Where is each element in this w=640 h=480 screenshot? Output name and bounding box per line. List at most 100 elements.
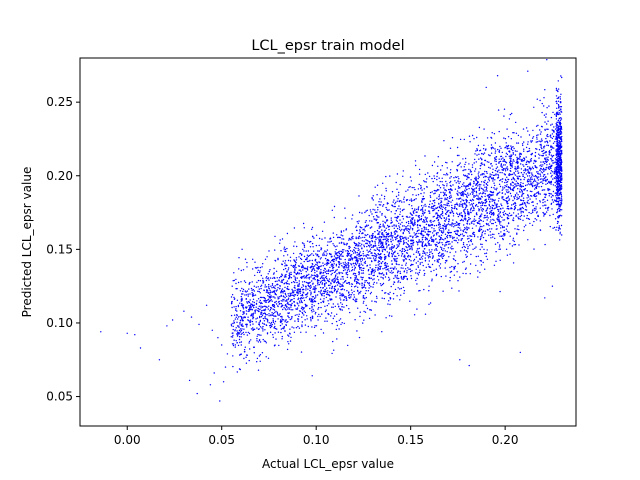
data-point: [412, 239, 414, 242]
data-point: [396, 244, 398, 246]
data-point: [243, 333, 245, 336]
data-point: [491, 209, 493, 212]
data-point: [308, 282, 310, 284]
data-point: [306, 293, 308, 295]
data-point: [279, 303, 281, 305]
data-point: [402, 267, 404, 269]
data-point: [230, 303, 233, 305]
data-point: [367, 270, 370, 272]
data-point: [438, 251, 441, 254]
data-point: [318, 313, 320, 316]
data-point: [297, 325, 299, 328]
data-point: [544, 160, 547, 163]
data-point: [551, 171, 554, 173]
data-point: [473, 223, 475, 225]
data-point: [324, 280, 326, 282]
data-point: [397, 270, 399, 272]
data-point: [437, 209, 440, 212]
data-point: [366, 209, 368, 211]
data-point: [550, 176, 552, 178]
data-point: [233, 306, 235, 308]
data-point: [486, 161, 488, 163]
data-point: [439, 215, 441, 217]
data-point: [543, 145, 546, 147]
data-point: [446, 202, 448, 204]
data-point: [244, 281, 247, 284]
data-point: [449, 236, 451, 238]
data-point: [437, 214, 439, 216]
data-point: [348, 247, 350, 250]
data-point: [388, 253, 390, 255]
data-point: [251, 320, 254, 323]
data-point: [245, 323, 247, 326]
data-point: [246, 326, 248, 328]
data-point: [319, 292, 322, 294]
data-point: [486, 187, 488, 189]
data-point: [484, 214, 486, 217]
data-point: [376, 194, 378, 196]
data-point: [313, 305, 315, 307]
data-point: [441, 197, 443, 200]
data-point: [478, 220, 480, 222]
data-point: [274, 280, 277, 283]
data-point: [554, 141, 556, 143]
data-point: [366, 257, 369, 259]
data-point: [554, 185, 556, 187]
data-point: [277, 257, 279, 260]
data-point: [513, 198, 516, 200]
data-point: [317, 282, 319, 285]
data-point: [247, 293, 249, 295]
data-point: [265, 291, 268, 293]
data-point: [439, 267, 442, 269]
data-point: [552, 111, 554, 114]
data-point: [420, 233, 422, 235]
data-point: [233, 320, 235, 322]
data-point: [435, 248, 437, 250]
data-point: [486, 249, 488, 251]
data-point: [429, 196, 432, 198]
data-point: [242, 269, 245, 271]
data-point: [368, 214, 370, 217]
data-point: [319, 298, 322, 300]
data-point: [368, 241, 370, 243]
data-point: [409, 199, 411, 201]
data-point: [421, 208, 424, 210]
data-point: [405, 190, 407, 192]
data-point: [351, 237, 353, 239]
data-point: [540, 140, 542, 142]
data-point: [545, 168, 547, 171]
data-point: [412, 235, 414, 238]
data-point: [230, 336, 232, 338]
data-point: [378, 263, 380, 265]
data-point: [514, 154, 517, 156]
data-point: [332, 267, 334, 269]
data-point: [305, 250, 307, 252]
data-point: [481, 193, 483, 195]
data-point: [283, 296, 285, 298]
data-point: [256, 361, 258, 363]
data-point: [393, 260, 396, 262]
data-point: [286, 348, 289, 351]
data-point: [493, 233, 495, 236]
data-point: [395, 247, 398, 250]
data-point: [325, 296, 328, 299]
data-point: [367, 290, 370, 292]
data-point: [451, 137, 454, 139]
data-point: [243, 328, 245, 330]
data-point: [419, 253, 421, 255]
data-point: [366, 245, 368, 248]
data-point: [275, 290, 278, 292]
data-point: [314, 313, 316, 315]
data-point: [365, 234, 367, 237]
data-point: [334, 280, 336, 282]
data-point: [357, 293, 360, 295]
data-point: [389, 271, 391, 274]
data-point: [507, 136, 510, 138]
data-point: [458, 222, 461, 225]
data-point: [380, 284, 382, 287]
data-point: [488, 180, 491, 182]
data-point: [312, 274, 314, 277]
data-point: [288, 277, 290, 280]
data-point: [546, 158, 549, 160]
data-point: [422, 195, 424, 198]
